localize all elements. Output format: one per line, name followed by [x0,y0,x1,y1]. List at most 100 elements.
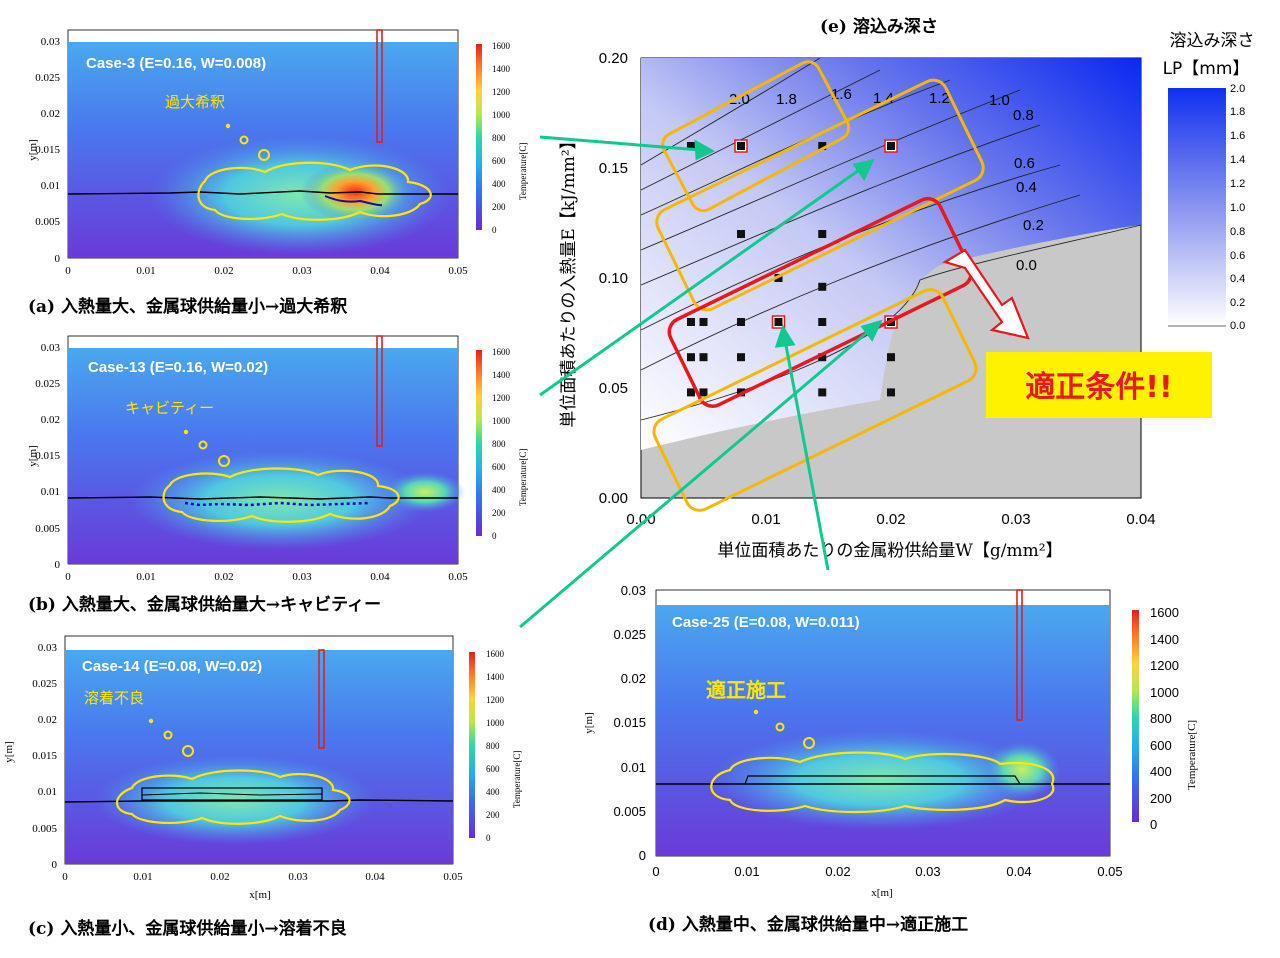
condition-box-appropriate [667,196,973,408]
sample-point [737,142,745,150]
svg-text:0.02: 0.02 [621,671,646,686]
sample-point [818,353,827,362]
chart-title: (e) 溶込み深さ [820,16,938,37]
svg-text:0.025: 0.025 [613,627,646,642]
svg-text:0.03: 0.03 [1001,511,1030,528]
svg-text:0.03: 0.03 [288,871,308,883]
svg-text:600: 600 [486,764,500,774]
svg-text:0.025: 0.025 [35,378,60,390]
svg-text:0.015: 0.015 [32,750,57,762]
svg-text:1600: 1600 [492,41,511,51]
y-tick-labels: 0 0.005 0.01 0.015 0.02 0.025 0.03 [35,342,60,571]
svg-text:0.8: 0.8 [1013,107,1034,124]
sample-point [699,388,708,397]
sample-point [687,318,695,326]
colorbar-label: Temperature[C] [518,143,528,200]
svg-text:0.02: 0.02 [214,265,233,277]
svg-text:0.05: 0.05 [599,380,628,397]
svg-text:0.04: 0.04 [370,265,390,277]
svg-text:0.03: 0.03 [41,342,61,354]
svg-text:0: 0 [639,848,646,863]
sample-point [737,353,745,362]
svg-text:0.8: 0.8 [1230,226,1245,238]
svg-text:0.01: 0.01 [621,760,646,775]
svg-text:0: 0 [62,871,68,883]
sample-point [774,318,783,326]
arrow-icon [852,158,875,181]
arrow-icon [774,324,796,348]
svg-text:1400: 1400 [492,64,511,74]
svg-text:0.03: 0.03 [915,864,940,879]
svg-text:0: 0 [652,864,659,879]
svg-text:800: 800 [492,133,506,143]
svg-text:1600: 1600 [1150,605,1179,620]
svg-text:0.20: 0.20 [599,50,628,67]
sample-point [887,388,895,397]
svg-text:0.01: 0.01 [41,180,60,192]
svg-text:0.005: 0.005 [613,804,646,819]
svg-text:200: 200 [1150,791,1172,806]
colorbar-ticks: 0 200 400 600 800 1000 1200 1400 1600 [492,347,511,541]
svg-text:0: 0 [55,559,61,571]
svg-text:0: 0 [1150,817,1157,832]
panel-caption: (b) 入熱量大、金属球供給量大→キャビティー [28,594,381,615]
sample-point [818,318,827,326]
sample-point [818,230,827,238]
svg-text:0.0: 0.0 [1230,320,1245,332]
colorbar-ticks: 0 200 400 600 800 1000 1200 1400 1600 [1150,605,1179,832]
svg-text:1000: 1000 [1150,685,1179,700]
svg-text:2.0: 2.0 [1230,83,1245,95]
svg-text:0.01: 0.01 [38,786,57,798]
highlight-box [986,352,1212,418]
panel-caption: (d) 入熱量中、金属球供給量中→適正施工 [648,914,968,935]
svg-text:800: 800 [486,741,500,751]
x-tick-labels: 0 0.01 0.02 0.03 0.04 0.05 [652,864,1122,879]
svg-text:1400: 1400 [1150,632,1179,647]
arrow-icon [860,319,883,342]
case-label: Case-13 (E=0.16, W=0.02) [88,359,268,376]
svg-text:0.04: 0.04 [365,871,385,883]
y-tick-labels: 0.00 0.05 0.10 0.15 0.20 [599,50,628,507]
svg-text:0.4: 0.4 [1230,273,1245,285]
svg-text:0.015: 0.015 [613,715,646,730]
panel-caption: (c) 入熱量小、金属球供給量小→溶着不良 [28,918,347,939]
svg-text:1200: 1200 [492,87,511,97]
panel-a: Case-3 (E=0.16, W=0.008) 過大希釈 0 0.005 0.… [27,29,528,317]
sample-point [818,388,827,397]
svg-text:0.02: 0.02 [214,571,233,583]
svg-text:1200: 1200 [486,695,505,705]
panel-b: Case-13 (E=0.16, W=0.02) キャビティー 0 0.005 … [27,335,528,615]
y-axis-label: y[m] [27,139,39,160]
svg-text:200: 200 [492,508,506,518]
panel-d: Case-25 (E=0.08, W=0.011) 適正施工 0 0.005 0… [583,583,1198,935]
svg-text:0.02: 0.02 [825,864,850,879]
svg-text:1.2: 1.2 [929,90,950,107]
colorbar-label: Temperature[C] [1186,720,1198,790]
condition-box-upper [655,78,985,312]
sample-point [887,353,895,362]
svg-text:0.005: 0.005 [32,823,57,835]
x-axis-label: 単位面積あたりの金属粉供給量W【g/mm²】 [717,541,1062,561]
svg-text:0.05: 0.05 [1097,864,1122,879]
svg-text:0.04: 0.04 [1006,864,1031,879]
svg-text:0.01: 0.01 [133,871,152,883]
svg-text:200: 200 [486,810,500,820]
svg-text:0.02: 0.02 [41,108,60,120]
svg-text:0: 0 [492,531,497,541]
colorbar-ticks: 0 200 400 600 800 1000 1200 1400 1600 [492,41,511,235]
y-axis-label: y[m] [3,741,15,762]
svg-text:1200: 1200 [1150,658,1179,673]
svg-text:600: 600 [492,156,506,166]
colorbar [476,350,482,536]
colorbar [1168,88,1226,326]
svg-text:0: 0 [55,253,61,265]
colorbar-label: Temperature[C] [512,751,522,808]
svg-text:0.01: 0.01 [751,511,780,528]
sample-point [737,318,745,326]
panel-c: Case-14 (E=0.08, W=0.02) 溶着不良 0 0.005 0.… [3,635,522,939]
svg-text:0.03: 0.03 [38,642,58,654]
svg-text:0.03: 0.03 [292,265,312,277]
svg-text:0: 0 [52,859,58,871]
condition-box-overdilution [661,60,851,213]
